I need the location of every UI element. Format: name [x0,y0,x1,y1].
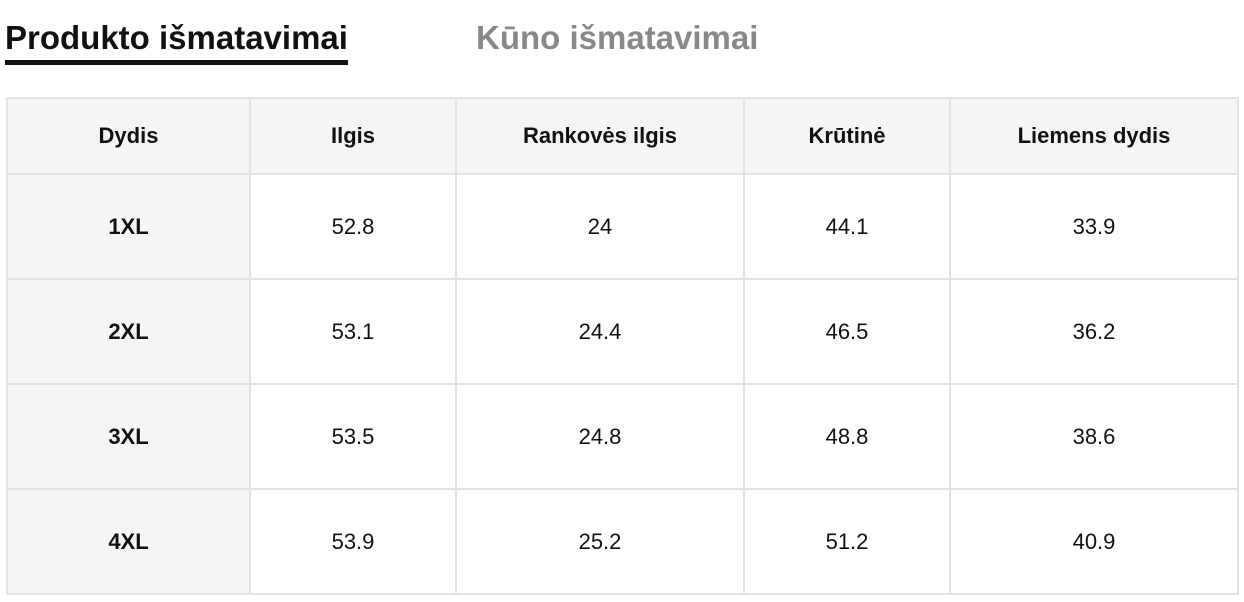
column-header: Ilgis [249,97,457,175]
size-label: 2XL [6,278,251,385]
size-label: 4XL [6,488,251,595]
table-row: 3XL 53.5 24.8 48.8 38.6 [6,383,1239,490]
column-header: Krūtinė [743,97,951,175]
cell: 53.9 [249,488,457,595]
column-header: Rankovės ilgis [455,97,745,175]
cell: 24 [455,173,745,280]
tab[interactable]: Kūno išmatavimai [476,19,759,56]
cell: 48.8 [743,383,951,490]
column-header: Dydis [6,97,251,175]
cell: 46.5 [743,278,951,385]
cell: 51.2 [743,488,951,595]
cell: 44.1 [743,173,951,280]
cell: 24.8 [455,383,745,490]
cell: 53.1 [249,278,457,385]
cell: 53.5 [249,383,457,490]
table-row: 4XL 53.9 25.2 51.2 40.9 [6,488,1239,595]
size-label: 1XL [6,173,251,280]
cell: 52.8 [249,173,457,280]
cell: 40.9 [949,488,1239,595]
table-row: 2XL 53.1 24.4 46.5 36.2 [6,278,1239,385]
table-row: 1XL 52.8 24 44.1 33.9 [6,173,1239,280]
cell: 25.2 [455,488,745,595]
cell: 36.2 [949,278,1239,385]
cell: 38.6 [949,383,1239,490]
table-body: 1XL 52.8 24 44.1 33.9 2XL 53.1 24.4 46.5 36.2 3XL 5… [6,173,1239,595]
column-header: Liemens dydis [949,97,1239,175]
header-row: Dydis Ilgis Rankovės ilgis Krūtinė Liemens d… [6,97,1239,175]
cell: 24.4 [455,278,745,385]
cell: 33.9 [949,173,1239,280]
size-table: Dydis Ilgis Rankovės ilgis Krūtinė Liemens d… [6,97,1239,595]
size-label: 3XL [6,383,251,490]
tab[interactable]: Produkto išmatavimai [5,18,348,65]
